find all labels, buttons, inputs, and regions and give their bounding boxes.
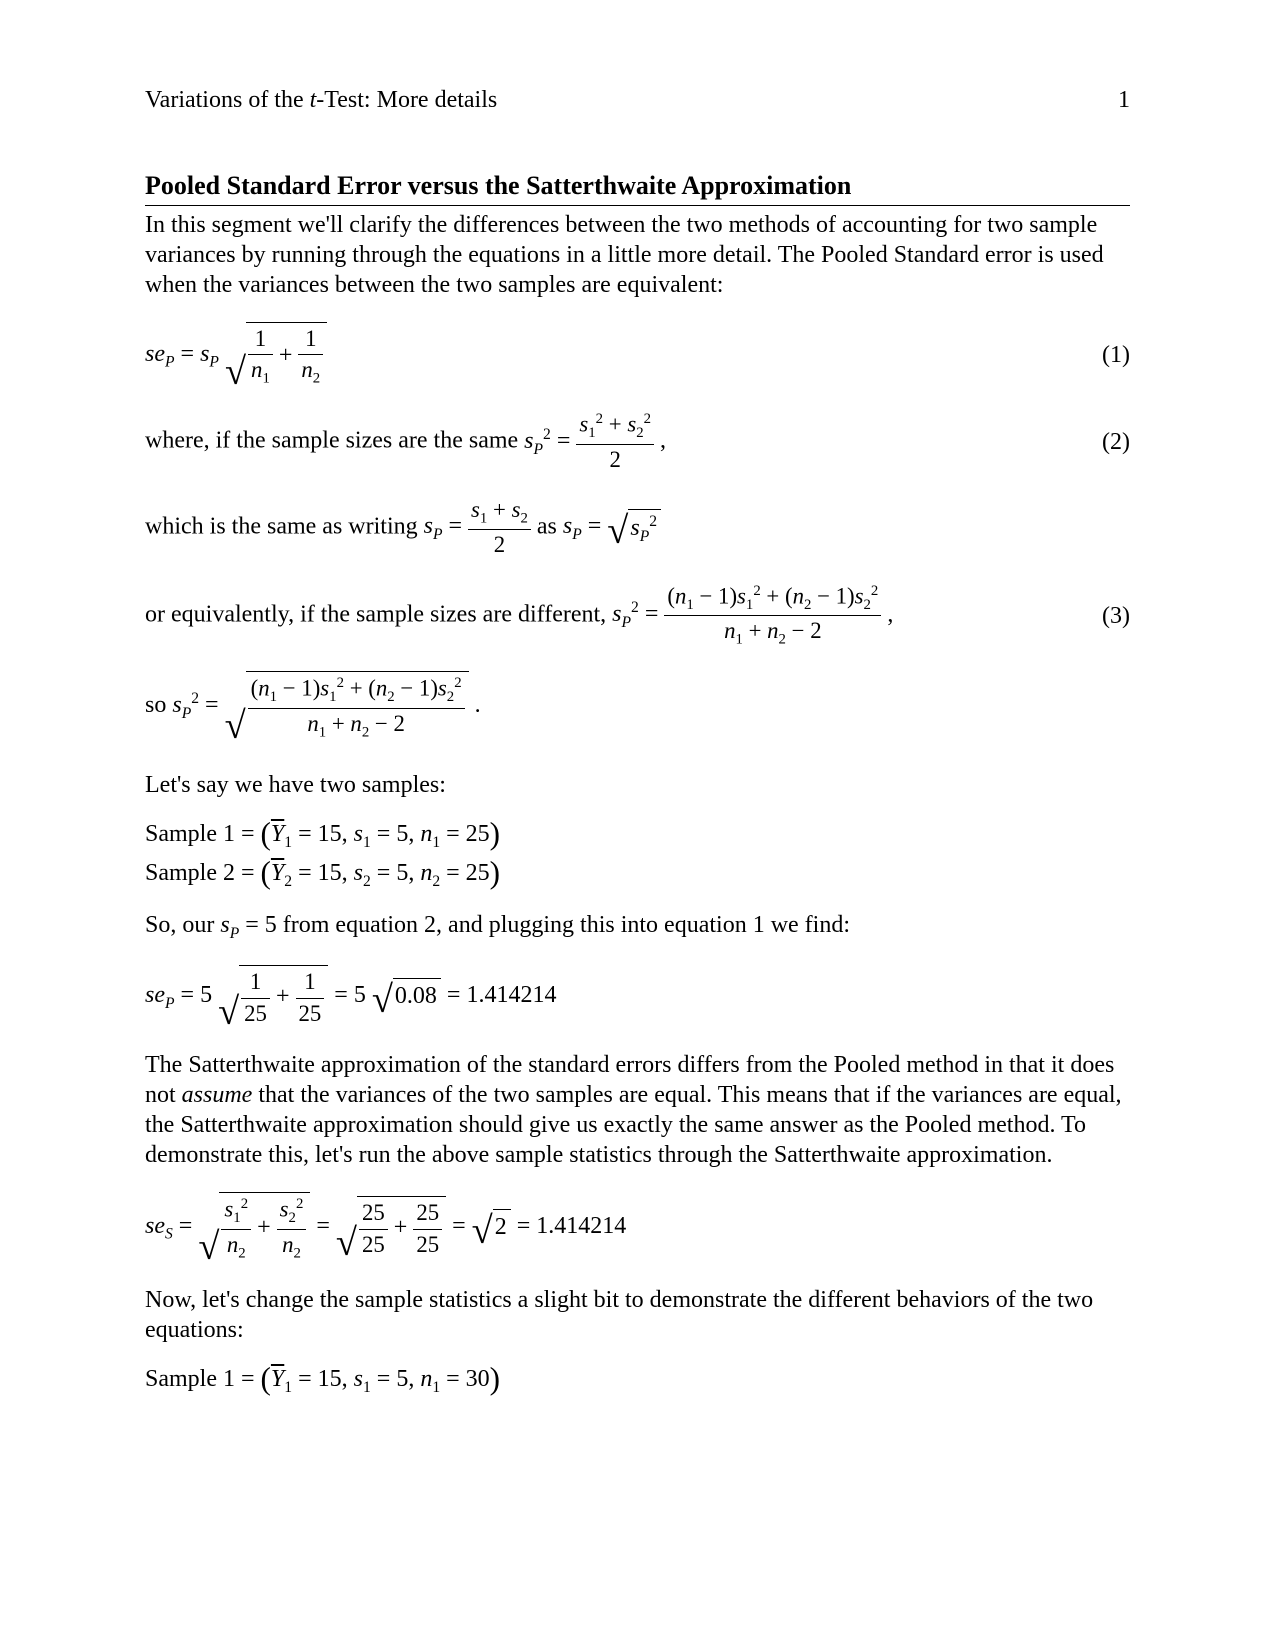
document-page: Variations of the t-Test: More details 1… xyxy=(0,0,1275,1650)
p5-line: so sP2 = √ (n1 − 1)s12 + (n2 − 1)s22 n1 … xyxy=(145,671,1130,742)
sample-1b: Sample 1 = (Y1 = 15, s1 = 5, n1 = 30) xyxy=(145,1359,1130,1398)
p9: Now, let's change the sample statistics … xyxy=(145,1285,1130,1345)
header-left: Variations of the t-Test: More details xyxy=(145,85,497,115)
p8: The Satterthwaite approximation of the s… xyxy=(145,1050,1130,1170)
p7: So, our sP = 5 from equation 2, and plug… xyxy=(145,910,1130,943)
page-number: 1 xyxy=(1118,85,1130,115)
eq-number-1: (1) xyxy=(1070,340,1130,370)
equation-1: seP = sP √ 1n1 + 1n2 (1) xyxy=(145,322,1130,389)
p6: Let's say we have two samples: xyxy=(145,770,1130,800)
calc-satterthwaite: seS = √ s12n2 + s22n2 = √ 2525 + 2525 = … xyxy=(145,1192,1130,1263)
calc-pooled: seP = 5 √ 125 + 125 = 5 √0.08 = 1.414214 xyxy=(145,965,1130,1028)
equation-3-line: or equivalently, if the sample sizes are… xyxy=(145,582,1130,650)
eq-number-3: (3) xyxy=(1070,601,1130,631)
section-title: Pooled Standard Error versus the Sattert… xyxy=(145,170,1130,206)
intro-paragraph: In this segment we'll clarify the differ… xyxy=(145,210,1130,300)
equation-2-line: where, if the sample sizes are the same … xyxy=(145,410,1130,474)
running-header: Variations of the t-Test: More details 1 xyxy=(145,85,1130,115)
sample-definitions: Sample 1 = (Y1 = 15, s1 = 5, n1 = 25) Sa… xyxy=(145,814,1130,892)
eq-number-2: (2) xyxy=(1070,427,1130,457)
p3-line: which is the same as writing sP = s1 + s… xyxy=(145,496,1130,560)
